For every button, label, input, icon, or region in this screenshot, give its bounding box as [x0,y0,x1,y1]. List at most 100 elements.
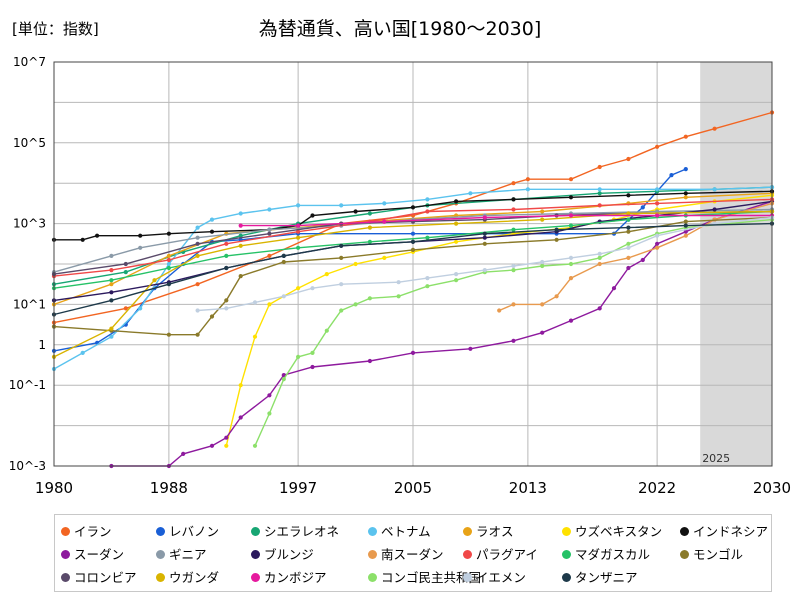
legend-item: ウガンダ [156,567,219,586]
data-point [540,259,545,265]
data-point [626,255,631,260]
data-point [166,253,171,258]
data-point [511,181,516,186]
legend-marker [562,527,571,536]
data-point [425,235,430,240]
legend-item: シエラレオネ [251,521,339,540]
legend-label: スーダン [74,547,125,562]
data-point [712,207,717,212]
data-point [511,302,516,307]
data-point [367,358,372,364]
data-point [252,334,258,339]
data-point [238,223,243,228]
data-point [166,282,171,287]
x-tick-label: 2005 [394,479,432,497]
data-point [367,225,372,230]
data-point [454,278,459,283]
data-point [655,233,660,238]
data-point [540,217,545,222]
legend-label: インドネシア [693,524,769,539]
legend-label: カンボジア [264,570,327,585]
data-point [454,199,459,204]
data-point [339,255,344,260]
data-point [324,328,329,333]
data-point [224,253,229,258]
data-point [597,255,602,260]
series-line-17 [254,218,773,447]
legend-item: イエメン [463,567,526,586]
data-point [454,272,459,277]
data-point [597,187,602,192]
series-line-2 [53,186,773,285]
data-point [367,296,372,301]
data-point [683,233,688,238]
legend-label: モンゴル [693,547,744,562]
data-point [554,227,559,232]
data-point [267,207,272,212]
legend-marker [251,573,260,582]
data-point [296,235,301,240]
legend: イラン レバノン シエラレオネ ベトナム ラオス ウズベキスタン インドネシア スーダン ギニア… [54,514,772,592]
data-point [224,298,229,303]
data-point [310,286,315,291]
x-tick-label: 1988 [150,479,188,497]
data-point [511,207,516,212]
data-point [224,435,229,440]
data-point [296,229,301,234]
legend-label: タンザニア [575,570,638,585]
data-point [267,393,272,398]
data-point [683,219,688,224]
data-point [138,245,143,250]
data-point [468,191,473,196]
x-tick-label: 2030 [753,479,791,497]
legend-item: ブルンジ [251,544,314,563]
data-point [267,253,272,258]
legend-item: レバノン [156,521,219,540]
data-point [109,326,114,331]
legend-marker [680,550,689,559]
data-point [181,451,186,456]
data-point [410,231,416,236]
data-point [353,209,358,214]
data-point [482,215,487,220]
data-point [626,241,631,246]
data-point [525,177,531,182]
data-point [410,205,416,210]
data-point [310,350,315,355]
data-point [339,203,344,208]
data-point [224,265,229,271]
data-point [238,233,243,238]
data-point [238,211,243,216]
legend-item: ベトナム [368,521,431,540]
unit-label: [単位：指数] [12,20,99,38]
data-point [281,294,286,299]
data-point [683,134,688,139]
data-point [511,268,516,273]
data-point [655,144,660,149]
data-point [454,221,459,226]
data-point [339,282,344,287]
legend-label: イエメン [476,570,526,585]
data-point [224,241,229,246]
x-tick-label: 2013 [509,479,547,497]
data-point [123,261,128,267]
legend-label: パラグアイ [476,547,538,562]
data-point [568,195,574,200]
legend-marker [61,573,70,582]
data-point [640,205,645,210]
legend-marker [562,550,571,559]
data-point [109,268,114,273]
y-tick-label: 10^3 [13,217,46,231]
data-point [655,241,660,246]
data-point [80,350,85,355]
legend-item: コンゴ民主共和国 [368,567,481,586]
data-point [511,227,516,232]
legend-marker [680,527,689,536]
data-point [353,261,358,267]
data-point [252,300,258,305]
data-point [324,272,329,277]
data-point [281,253,286,258]
legend-item: カンボジア [251,567,327,586]
data-point [166,265,171,271]
data-point [209,443,215,448]
